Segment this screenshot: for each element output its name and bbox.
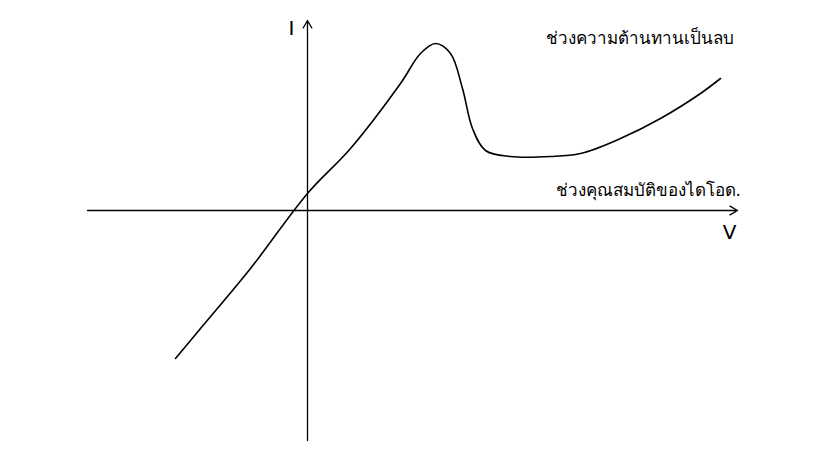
- svg-text:V: V: [723, 220, 737, 244]
- svg-text:I: I: [289, 16, 295, 40]
- svg-text:ช่วงคุณสมบัติของไดโอด.: ช่วงคุณสมบัติของไดโอด.: [556, 180, 741, 201]
- svg-text:ช่วงความต้านทานเป็นลบ: ช่วงความต้านทานเป็นลบ: [546, 27, 734, 48]
